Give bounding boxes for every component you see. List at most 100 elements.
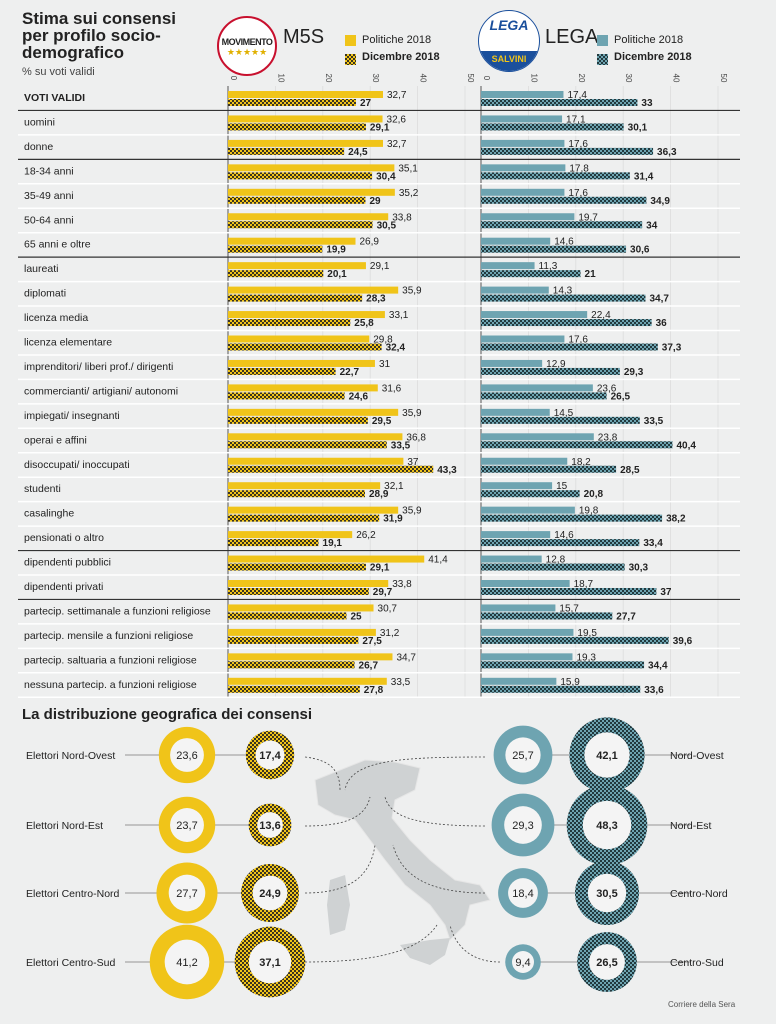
data-label: 36,8: [406, 432, 426, 443]
data-label: 17,6: [568, 139, 588, 150]
data-label: 19,5: [577, 628, 597, 639]
bar: [228, 539, 319, 547]
data-label: 29,8: [373, 335, 393, 346]
bubble-label: 18,4: [512, 888, 533, 900]
data-label: 33,5: [391, 440, 411, 451]
data-label: 36: [656, 318, 668, 329]
bar: [228, 196, 366, 204]
legend-swatch-m5s-dic: [345, 52, 356, 65]
bar: [481, 213, 575, 221]
bubble-hole: [512, 951, 534, 973]
data-label: 31,6: [382, 383, 402, 394]
bubble-hole: [252, 875, 288, 911]
category-label: 50-64 anni: [24, 214, 74, 226]
bar: [481, 270, 581, 278]
data-label: 28,3: [366, 294, 386, 305]
data-label: 20,1: [327, 269, 347, 280]
tick-label: 30: [371, 74, 380, 83]
bubble-hole: [255, 740, 285, 770]
bar: [481, 441, 673, 449]
category-label: impiegati/ insegnanti: [24, 410, 120, 422]
bubble-hole: [164, 939, 210, 985]
category-label: partecip. mensile a funzioni religiose: [24, 630, 193, 642]
bar: [481, 408, 550, 416]
bar: [481, 343, 658, 351]
data-label: 31,9: [383, 514, 403, 525]
bubble-hole: [505, 737, 541, 773]
data-label: 15: [556, 481, 568, 492]
category-label: nessuna partecip. a funzioni religiose: [24, 679, 197, 691]
bubble-label: 48,3: [596, 820, 617, 832]
bubble-label: 27,7: [176, 888, 197, 900]
bar: [228, 612, 347, 620]
data-label: 33,1: [389, 310, 409, 321]
bar: [481, 294, 646, 302]
bubble-label: 37,1: [259, 957, 280, 969]
region-label-m5s: Elettori Centro-Sud: [26, 957, 115, 969]
bar: [481, 164, 566, 172]
bubble-hole: [589, 944, 625, 980]
category-label: 65 anni e oltre: [24, 239, 91, 251]
category-label: 18-34 anni: [24, 165, 74, 177]
region-label-m5s: Elettori Nord-Est: [26, 820, 103, 832]
subtitle: % su voti validi: [22, 66, 95, 78]
bar: [228, 311, 385, 319]
data-label: 25: [351, 611, 363, 622]
data-label: 24,5: [348, 147, 368, 158]
data-label: 20,8: [584, 489, 604, 500]
bar: [481, 115, 563, 123]
bar: [481, 661, 645, 669]
bar: [481, 392, 607, 400]
bar: [228, 392, 345, 400]
data-label: 33,6: [644, 685, 664, 696]
bar: [228, 465, 434, 473]
category-label: donne: [24, 141, 53, 153]
data-label: 29,3: [624, 367, 644, 378]
lega-name: LEGA: [545, 26, 599, 48]
bar: [228, 286, 399, 294]
bar: [481, 319, 652, 327]
data-label: 29: [369, 196, 381, 207]
bubble-hole: [587, 873, 627, 913]
sardinia-map: [327, 875, 350, 935]
bar: [481, 563, 625, 571]
category-label: dipendenti privati: [24, 581, 103, 593]
bar: [481, 384, 593, 392]
data-label: 11,3: [539, 261, 558, 272]
bar: [481, 677, 557, 685]
data-label: 33,8: [392, 212, 412, 223]
bubble-label: 24,9: [259, 888, 280, 900]
legend-label: Dicembre 2018: [614, 51, 692, 63]
data-label: 38,2: [666, 514, 686, 525]
bar: [228, 99, 356, 106]
data-label: 36,3: [657, 147, 677, 158]
bar: [481, 482, 553, 490]
bar: [228, 604, 374, 612]
data-label: 34,4: [648, 660, 668, 671]
data-label: 25,8: [354, 318, 374, 329]
bar: [228, 563, 366, 571]
region-label-lega: Nord-Ovest: [670, 750, 724, 762]
bar: [481, 311, 588, 319]
data-label: 17,1: [566, 114, 586, 125]
connector-arrow: [304, 844, 376, 894]
bar: [481, 531, 551, 539]
category-label: laureati: [24, 263, 58, 275]
bar: [228, 416, 368, 424]
bar: [228, 636, 359, 644]
data-label: 33,8: [392, 579, 412, 590]
bar: [481, 604, 556, 612]
bar: [481, 555, 542, 563]
legend-label: Dicembre 2018: [362, 51, 440, 63]
data-label: 12,9: [546, 359, 566, 370]
category-label: pensionati o altro: [24, 532, 104, 544]
category-label: casalinghe: [24, 508, 74, 520]
bar: [228, 343, 382, 351]
bubble-label: 41,2: [176, 957, 197, 969]
tick-label: 50: [719, 74, 728, 83]
bar: [228, 172, 373, 180]
data-label: 15,9: [560, 677, 580, 688]
bar: [228, 237, 356, 245]
data-label: 34,9: [650, 196, 670, 207]
